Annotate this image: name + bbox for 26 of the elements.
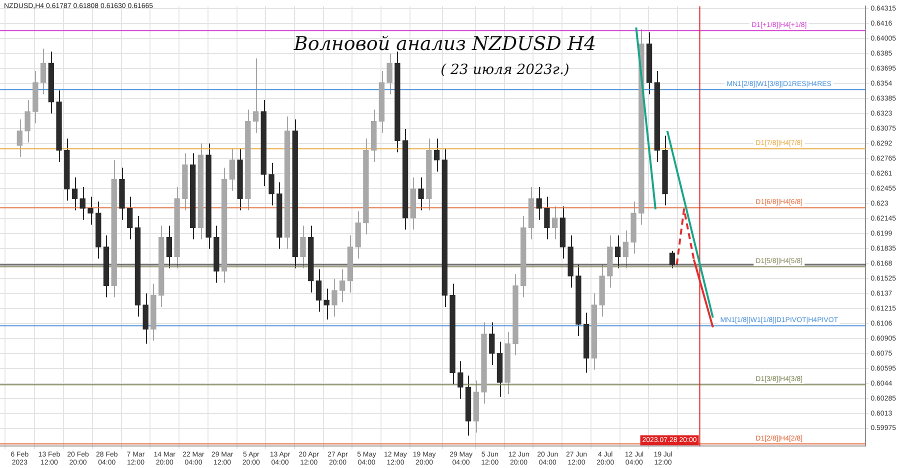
candlestick [229,148,235,192]
candlestick [622,230,628,269]
candlestick [458,360,464,400]
candlestick [16,118,23,158]
candlestick [434,138,440,172]
candlestick [332,278,338,318]
candlestick [40,48,46,95]
text: ( 23 июля 2023г.) [440,62,570,78]
candlestick [300,225,306,269]
candlestick [88,196,94,226]
candlestick [418,176,424,211]
candlestick [552,206,558,240]
candlestick [324,288,330,320]
candlestick [340,268,346,303]
text: Волновой анализ NZDUSD H4 [292,33,598,55]
candlestick [24,100,30,144]
candlestick [80,186,86,220]
candlestick [544,196,550,240]
candlestick [252,58,259,134]
candlestick [489,322,495,366]
candlestick [72,176,78,211]
candlestick [127,196,133,240]
candlestick [268,162,274,206]
candlestick [316,268,322,312]
candlestick [536,186,542,220]
candlestick [386,53,392,95]
